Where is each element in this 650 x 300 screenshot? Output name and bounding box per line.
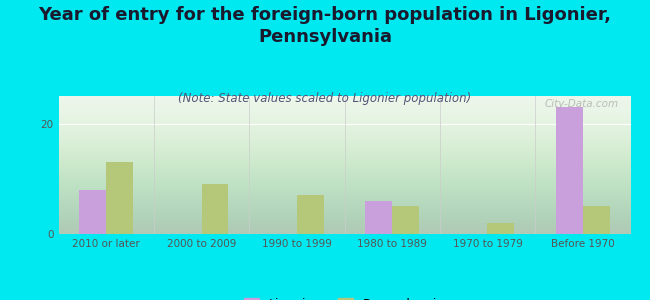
- Bar: [79, 190, 106, 234]
- Text: (Note: State values scaled to Ligonier population): (Note: State values scaled to Ligonier p…: [178, 92, 472, 104]
- Bar: [297, 195, 324, 234]
- Text: Year of entry for the foreign-born population in Ligonier,
Pennsylvania: Year of entry for the foreign-born popul…: [38, 6, 612, 46]
- Bar: [556, 107, 583, 234]
- Bar: [392, 206, 419, 234]
- Bar: [488, 223, 514, 234]
- Bar: [365, 201, 392, 234]
- Text: City-Data.com: City-Data.com: [545, 99, 619, 109]
- Bar: [202, 184, 228, 234]
- Legend: Ligonier, Pennsylvania: Ligonier, Pennsylvania: [239, 293, 450, 300]
- Bar: [106, 162, 133, 234]
- Bar: [583, 206, 610, 234]
